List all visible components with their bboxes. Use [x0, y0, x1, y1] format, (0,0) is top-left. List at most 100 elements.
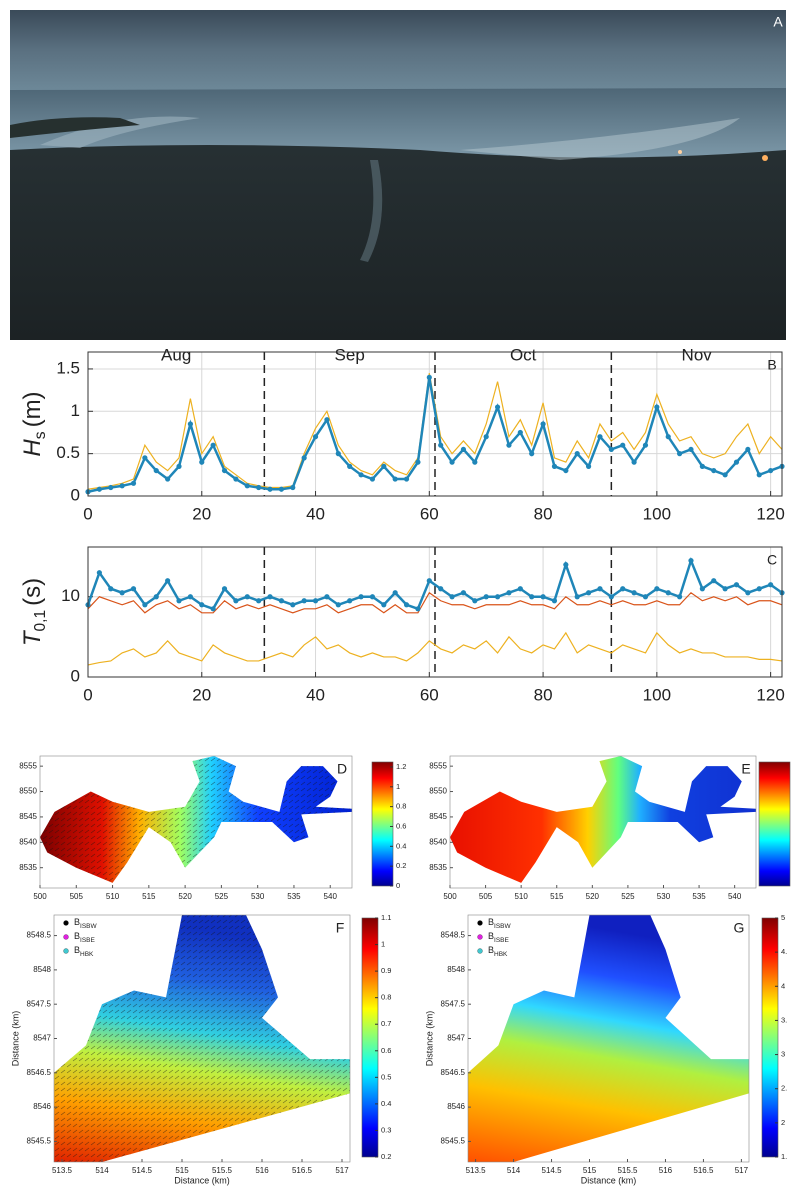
series-marker — [529, 451, 535, 457]
series-marker — [585, 463, 592, 469]
series-marker — [551, 463, 558, 469]
legend-marker — [63, 934, 69, 940]
series-marker — [256, 598, 262, 604]
photo-light — [762, 155, 768, 161]
photo — [10, 10, 786, 340]
photo-headland — [10, 117, 140, 138]
x-tick-label: 120 — [756, 504, 784, 523]
series-marker — [165, 578, 171, 584]
series-marker — [176, 598, 182, 604]
x-tick-label: 120 — [756, 685, 784, 704]
legend-base: B — [74, 945, 80, 955]
series-marker — [483, 594, 489, 600]
x-tick-label: 517 — [335, 1166, 349, 1175]
x-tick-label: 535 — [692, 892, 706, 901]
colorbar-tick-label: 0.7 — [381, 1019, 391, 1028]
plot-frame — [87, 351, 783, 497]
colorbar-tick-label: 4. — [781, 947, 787, 956]
x-tick-label: 516 — [255, 1166, 269, 1175]
x-tick-label: 513.5 — [52, 1166, 73, 1175]
legend-label: BHBK — [74, 945, 94, 957]
series-marker — [415, 606, 421, 612]
series-marker — [108, 484, 114, 491]
colorbar-tick-label: 0.6 — [396, 821, 406, 830]
series-marker — [768, 582, 774, 588]
velocity-vectors — [54, 915, 350, 1162]
y-tick-label: 0 — [71, 666, 80, 685]
series-marker — [335, 451, 341, 457]
series-marker — [153, 594, 159, 600]
series-marker — [540, 594, 546, 600]
legend-label: BHBK — [488, 945, 508, 957]
x-tick-label: 515.5 — [212, 1166, 233, 1175]
colorbar-tick-label: 0.4 — [381, 1099, 391, 1108]
series-marker — [187, 594, 193, 600]
colorbar-tick-label: 0 — [396, 881, 400, 890]
legend-base: B — [488, 945, 494, 955]
x-tick-label: 510 — [106, 892, 120, 901]
y-tick-label: 8545.5 — [441, 1137, 466, 1146]
y-tick-label: 8546.5 — [27, 1068, 52, 1077]
colorbar-tick-label: 4 — [781, 981, 785, 990]
y-tick-label: 8545.5 — [27, 1137, 52, 1146]
series-marker — [358, 472, 364, 478]
y-tick-label: 8547.5 — [27, 999, 52, 1008]
series-marker — [369, 476, 376, 482]
series-marker — [449, 459, 455, 465]
y-tick-label: 8555 — [19, 761, 37, 770]
panel-label: D — [337, 761, 347, 777]
y-tick-label: 8550 — [429, 787, 447, 796]
series-marker — [381, 602, 387, 608]
x-tick-label: 515.5 — [617, 1166, 638, 1175]
x-axis-label: Distance (km) — [581, 1175, 637, 1185]
series-marker — [756, 472, 762, 478]
series-marker — [119, 483, 125, 489]
series-marker — [415, 459, 421, 465]
legend-label: BISBW — [488, 917, 511, 929]
colorbar — [761, 917, 779, 1158]
month-label: Nov — [682, 345, 713, 364]
x-tick-label: 510 — [514, 892, 528, 901]
y-tick-label: 8545 — [429, 812, 447, 821]
y-axis-label: Distance (km) — [424, 1011, 434, 1067]
series-marker — [108, 586, 114, 592]
photo-surf — [40, 116, 200, 148]
series-marker — [733, 459, 740, 465]
series-marker — [722, 586, 728, 592]
series-marker — [711, 578, 717, 584]
series-marker — [563, 467, 569, 474]
x-tick-label: 80 — [534, 504, 553, 523]
x-tick-label: 535 — [287, 892, 301, 901]
colorbar-tick-label: 0.2 — [381, 1152, 391, 1161]
series-marker — [494, 404, 501, 410]
y-tick-label: 8547 — [33, 1034, 51, 1043]
colorbar-tick-label: 3. — [781, 1015, 787, 1024]
x-tick-label: 100 — [643, 504, 671, 523]
series-marker — [426, 374, 432, 381]
x-tick-label: 60 — [420, 685, 439, 704]
series-marker — [290, 484, 296, 491]
series-marker — [688, 446, 694, 453]
month-label: Oct — [510, 345, 537, 364]
y-tick-label: 8548.5 — [441, 931, 466, 940]
colorbar-tick-label: 2 — [781, 1118, 785, 1127]
series-marker — [278, 598, 285, 604]
colorbar — [371, 761, 394, 887]
colorbar-tick-label: 1 — [381, 940, 385, 949]
series-marker — [358, 594, 364, 600]
series-marker — [96, 570, 102, 576]
legend-base: B — [74, 917, 80, 927]
y-axis-label: T0,1 (s) — [19, 578, 49, 646]
series-marker — [278, 486, 285, 492]
series-marker — [677, 594, 683, 600]
colorbar-tick-label: 0.8 — [381, 993, 391, 1002]
legend-base: B — [488, 917, 494, 927]
series-marker — [176, 463, 182, 469]
series-marker — [165, 476, 171, 482]
photo-stream — [360, 160, 383, 262]
x-tick-label: 514 — [95, 1166, 109, 1175]
x-tick-label: 540 — [324, 892, 338, 901]
legend-marker — [477, 948, 483, 954]
series-marker — [620, 442, 626, 448]
